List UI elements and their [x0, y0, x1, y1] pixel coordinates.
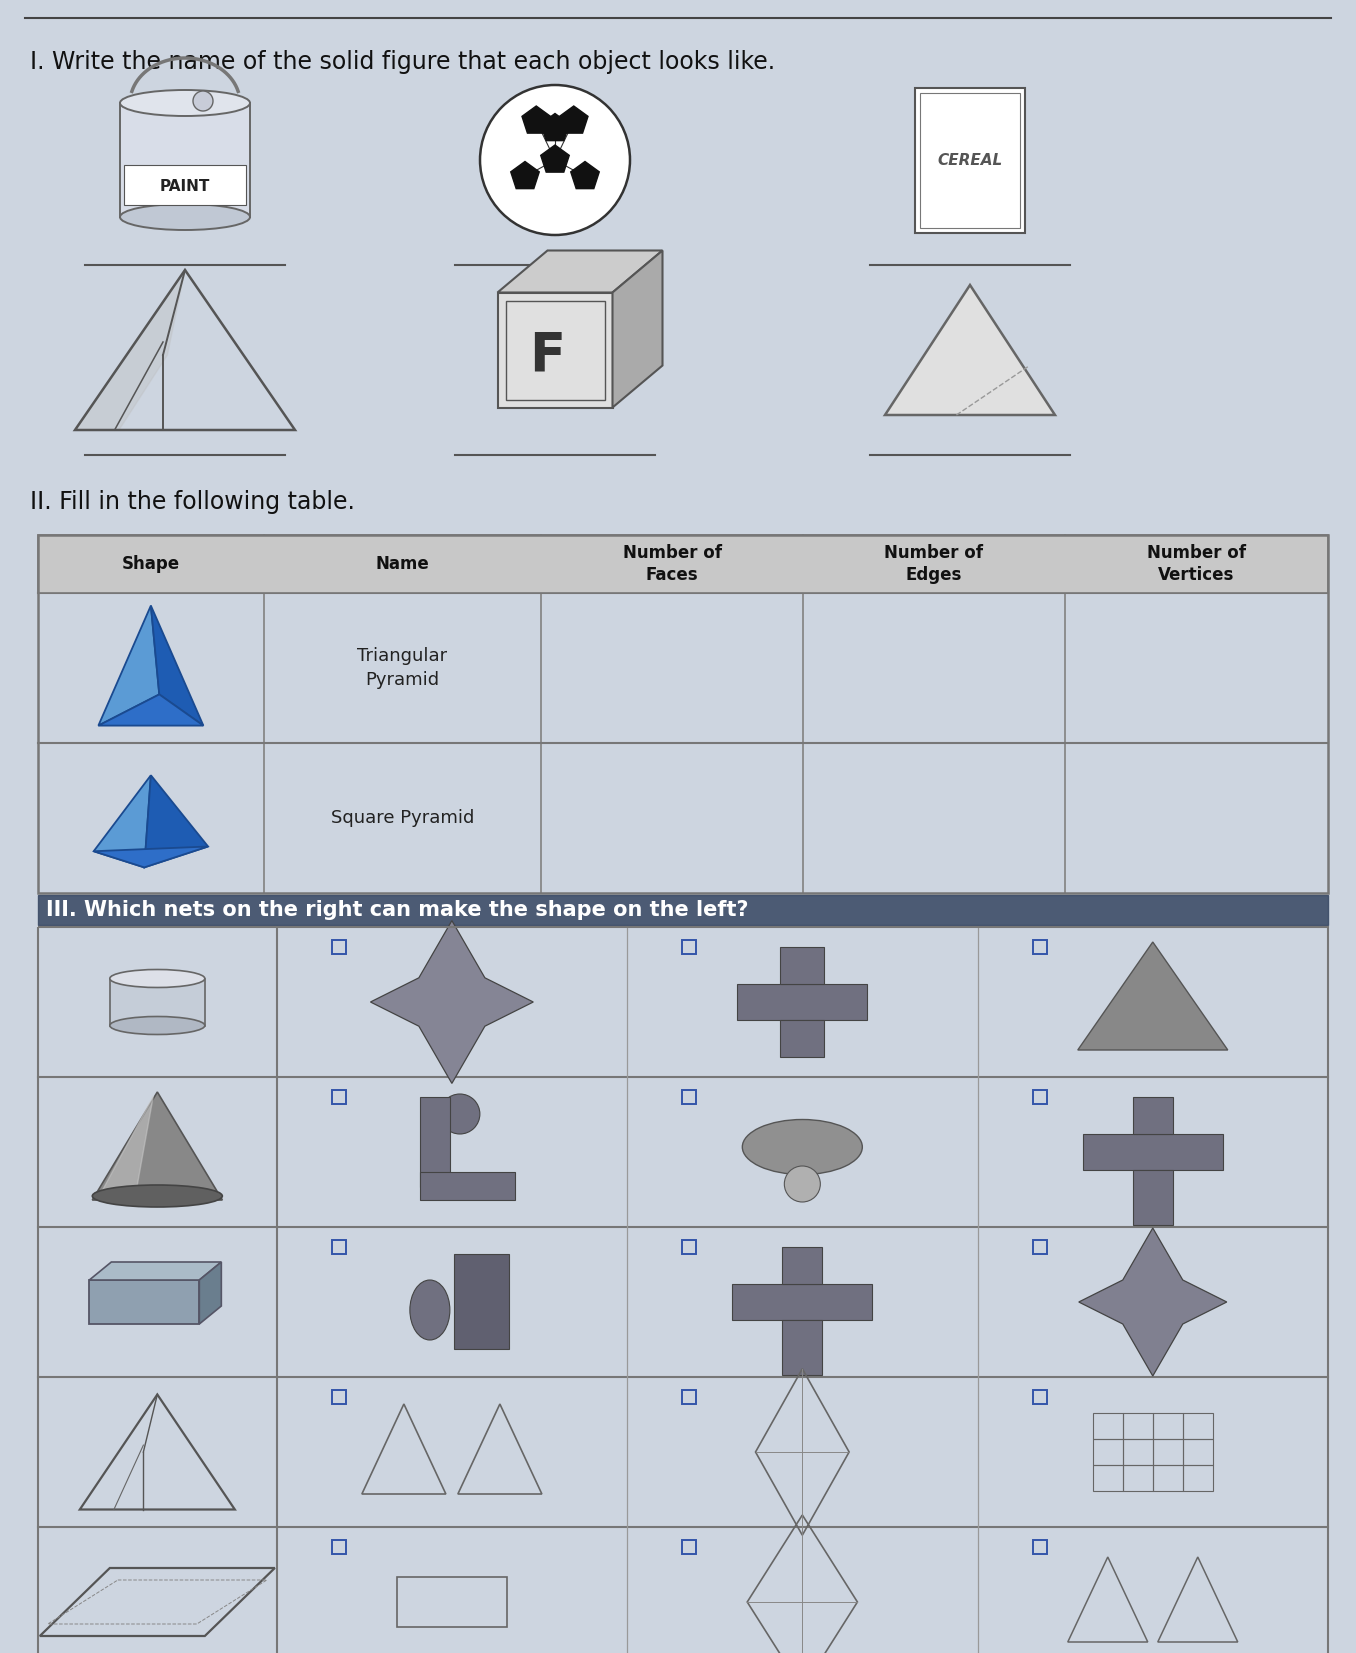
- Bar: [1153, 1440, 1182, 1465]
- Bar: [1033, 1541, 1047, 1554]
- Bar: [110, 979, 205, 1025]
- Bar: [1153, 1413, 1182, 1440]
- Bar: [682, 1240, 697, 1255]
- Text: III. Which nets on the right can make the shape on the left?: III. Which nets on the right can make th…: [46, 899, 749, 921]
- Bar: [506, 301, 605, 400]
- Bar: [1033, 1089, 1047, 1104]
- Bar: [332, 1089, 346, 1104]
- Bar: [420, 1172, 515, 1200]
- Bar: [123, 165, 245, 205]
- Text: Number of
Vertices: Number of Vertices: [1147, 544, 1246, 584]
- Polygon shape: [541, 114, 570, 141]
- Bar: [332, 1390, 346, 1403]
- Bar: [780, 947, 824, 984]
- Bar: [332, 1240, 346, 1255]
- Polygon shape: [1079, 1228, 1227, 1375]
- Bar: [1182, 1413, 1212, 1440]
- Bar: [1182, 1440, 1212, 1465]
- Polygon shape: [99, 694, 203, 726]
- Polygon shape: [560, 106, 589, 134]
- Text: Number of
Edges: Number of Edges: [884, 544, 983, 584]
- Text: II. Fill in the following table.: II. Fill in the following table.: [30, 489, 355, 514]
- Bar: [498, 293, 613, 408]
- Polygon shape: [370, 921, 533, 1083]
- Bar: [397, 1577, 507, 1627]
- Polygon shape: [1078, 942, 1227, 1050]
- Ellipse shape: [92, 1185, 222, 1207]
- Polygon shape: [75, 269, 184, 430]
- Bar: [782, 1246, 822, 1284]
- Polygon shape: [571, 162, 599, 188]
- Ellipse shape: [110, 970, 205, 987]
- Polygon shape: [94, 775, 151, 868]
- Ellipse shape: [119, 89, 250, 116]
- Bar: [919, 93, 1020, 228]
- Bar: [682, 1541, 697, 1554]
- Text: I. Write the name of the solid figure that each object looks like.: I. Write the name of the solid figure th…: [30, 50, 776, 74]
- Bar: [38, 536, 1328, 593]
- Polygon shape: [522, 106, 551, 134]
- Text: Shape: Shape: [122, 555, 180, 574]
- Circle shape: [193, 91, 213, 111]
- Bar: [332, 941, 346, 954]
- Bar: [1123, 1413, 1153, 1440]
- Bar: [89, 1279, 199, 1324]
- Bar: [119, 102, 250, 217]
- Bar: [38, 927, 1328, 1653]
- Bar: [1153, 1465, 1182, 1491]
- Polygon shape: [541, 145, 570, 172]
- Polygon shape: [199, 1261, 221, 1324]
- Polygon shape: [511, 162, 540, 188]
- Bar: [1033, 1240, 1047, 1255]
- Circle shape: [480, 84, 631, 235]
- Polygon shape: [92, 1093, 222, 1200]
- Bar: [1123, 1465, 1153, 1491]
- Bar: [420, 1098, 450, 1187]
- Bar: [332, 1541, 346, 1554]
- Text: PAINT: PAINT: [160, 179, 210, 193]
- Text: Triangular
Pyramid: Triangular Pyramid: [358, 648, 447, 689]
- Polygon shape: [89, 1261, 221, 1279]
- Bar: [682, 941, 697, 954]
- Polygon shape: [144, 775, 207, 868]
- Bar: [1033, 1390, 1047, 1403]
- Bar: [1093, 1440, 1123, 1465]
- Bar: [38, 536, 1328, 893]
- Bar: [738, 984, 868, 1020]
- Bar: [1123, 1440, 1153, 1465]
- Polygon shape: [613, 251, 663, 408]
- Bar: [1093, 1413, 1123, 1440]
- Ellipse shape: [110, 1017, 205, 1035]
- Bar: [915, 88, 1025, 233]
- Circle shape: [784, 1165, 820, 1202]
- Bar: [38, 894, 1328, 926]
- Text: CEREAL: CEREAL: [937, 152, 1002, 167]
- Circle shape: [439, 1094, 480, 1134]
- Polygon shape: [99, 605, 159, 726]
- Polygon shape: [94, 846, 207, 868]
- Bar: [682, 1390, 697, 1403]
- Polygon shape: [498, 251, 663, 293]
- Text: Number of
Faces: Number of Faces: [622, 544, 721, 584]
- Bar: [782, 1321, 822, 1375]
- Bar: [1083, 1134, 1223, 1170]
- Bar: [732, 1284, 872, 1321]
- Bar: [780, 1020, 824, 1056]
- Bar: [1093, 1465, 1123, 1491]
- Ellipse shape: [410, 1279, 450, 1341]
- Text: Square Pyramid: Square Pyramid: [331, 808, 475, 826]
- Ellipse shape: [119, 203, 250, 230]
- Ellipse shape: [742, 1119, 862, 1175]
- Bar: [454, 1255, 508, 1349]
- Bar: [682, 1089, 697, 1104]
- Text: F: F: [529, 329, 565, 380]
- Polygon shape: [151, 605, 203, 726]
- Bar: [1132, 1170, 1173, 1225]
- Bar: [1033, 941, 1047, 954]
- Polygon shape: [99, 1096, 153, 1197]
- Text: Name: Name: [376, 555, 430, 574]
- Polygon shape: [885, 284, 1055, 415]
- Bar: [1182, 1465, 1212, 1491]
- Bar: [1132, 1098, 1173, 1134]
